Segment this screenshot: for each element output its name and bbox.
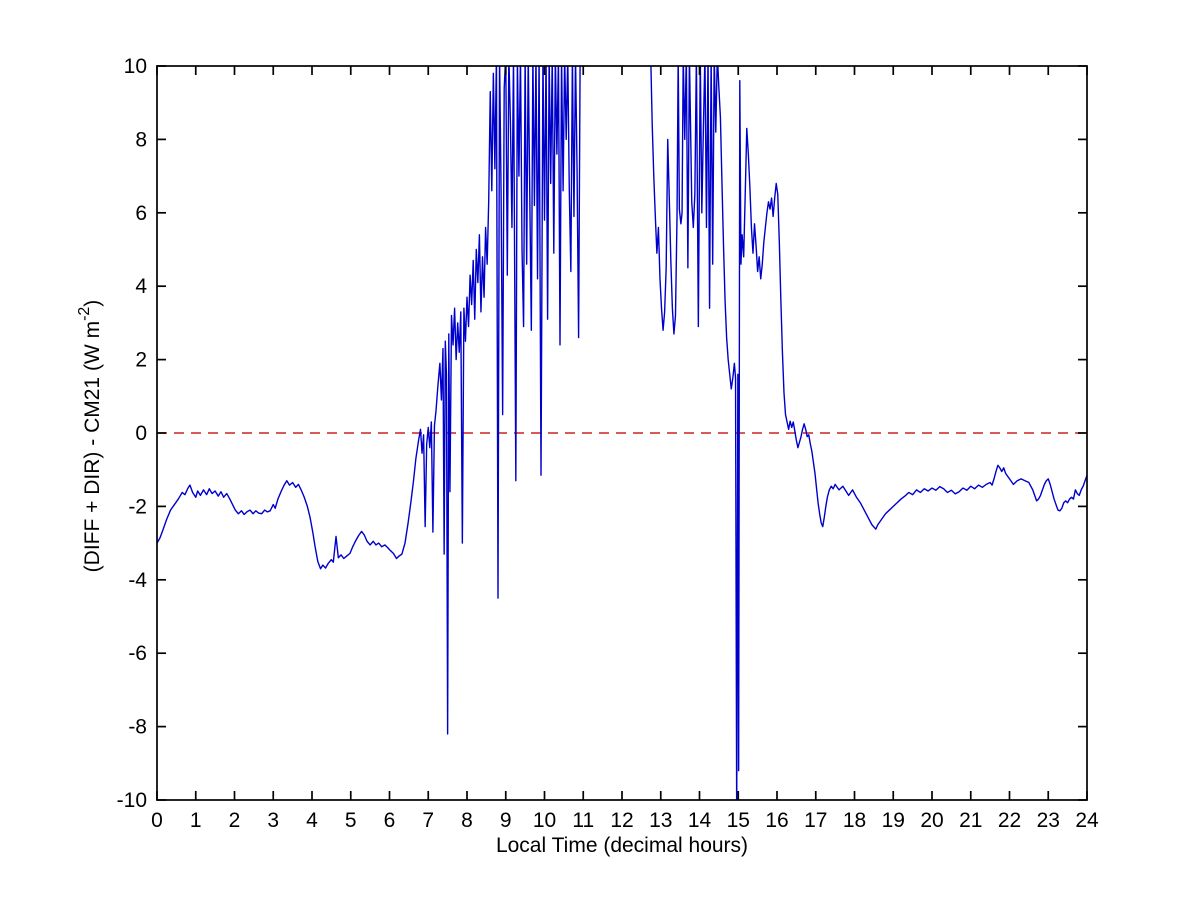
x-tick-label: 18 — [843, 809, 866, 832]
x-tick-label: 24 — [1075, 809, 1099, 832]
x-tick-label: 20 — [920, 809, 943, 832]
x-tick-label: 17 — [804, 809, 827, 832]
x-tick-label: 21 — [959, 809, 982, 832]
x-tick-label: 1 — [190, 809, 202, 832]
data-series-line — [157, 66, 1087, 800]
x-tick-label: 15 — [727, 809, 750, 832]
y-tick-label: -6 — [128, 642, 147, 665]
x-tick-label: 0 — [151, 809, 163, 832]
y-tick-label: 8 — [135, 128, 147, 151]
y-axis-label: (DIFF + DIR) - CM21 (W m-2) — [76, 300, 104, 573]
x-tick-label: 16 — [765, 809, 788, 832]
x-tick-label: 2 — [229, 809, 241, 832]
x-tick-label: 3 — [267, 809, 279, 832]
x-tick-label: 19 — [882, 809, 905, 832]
y-tick-label: 0 — [135, 422, 147, 445]
y-tick-label: -10 — [117, 789, 147, 812]
y-tick-labels: 10 8 6 4 2 0 -2 -4 -6 -8 -10 — [117, 55, 148, 812]
x-tick-label: 14 — [688, 809, 712, 832]
x-tick-label: 6 — [384, 809, 396, 832]
x-tick-label: 9 — [500, 809, 512, 832]
x-tick-label: 4 — [306, 809, 318, 832]
x-tick-label: 13 — [649, 809, 672, 832]
y-tick-label: -2 — [128, 495, 147, 518]
y-tick-label: 2 — [135, 349, 147, 372]
tick-marks — [156, 65, 1088, 801]
y-tick-label: -4 — [128, 569, 147, 592]
x-tick-label: 12 — [610, 809, 633, 832]
x-tick-label: 23 — [1037, 809, 1060, 832]
x-tick-label: 7 — [422, 809, 434, 832]
x-tick-label: 10 — [533, 809, 556, 832]
y-tick-label: 10 — [124, 55, 147, 78]
x-tick-label: 11 — [572, 809, 594, 832]
x-tick-label: 5 — [345, 809, 357, 832]
x-axis-label: Local Time (decimal hours) — [496, 834, 748, 857]
x-tick-label: 22 — [998, 809, 1021, 832]
y-tick-label: -8 — [128, 716, 147, 739]
x-tick-labels: 0 1 2 3 4 5 6 7 8 9 10 11 12 13 14 15 16 17 18 19 20 21 22 23 24 — [151, 809, 1099, 832]
y-tick-label: 4 — [135, 275, 147, 298]
y-tick-label: 6 — [135, 202, 147, 225]
x-tick-label: 8 — [461, 809, 473, 832]
